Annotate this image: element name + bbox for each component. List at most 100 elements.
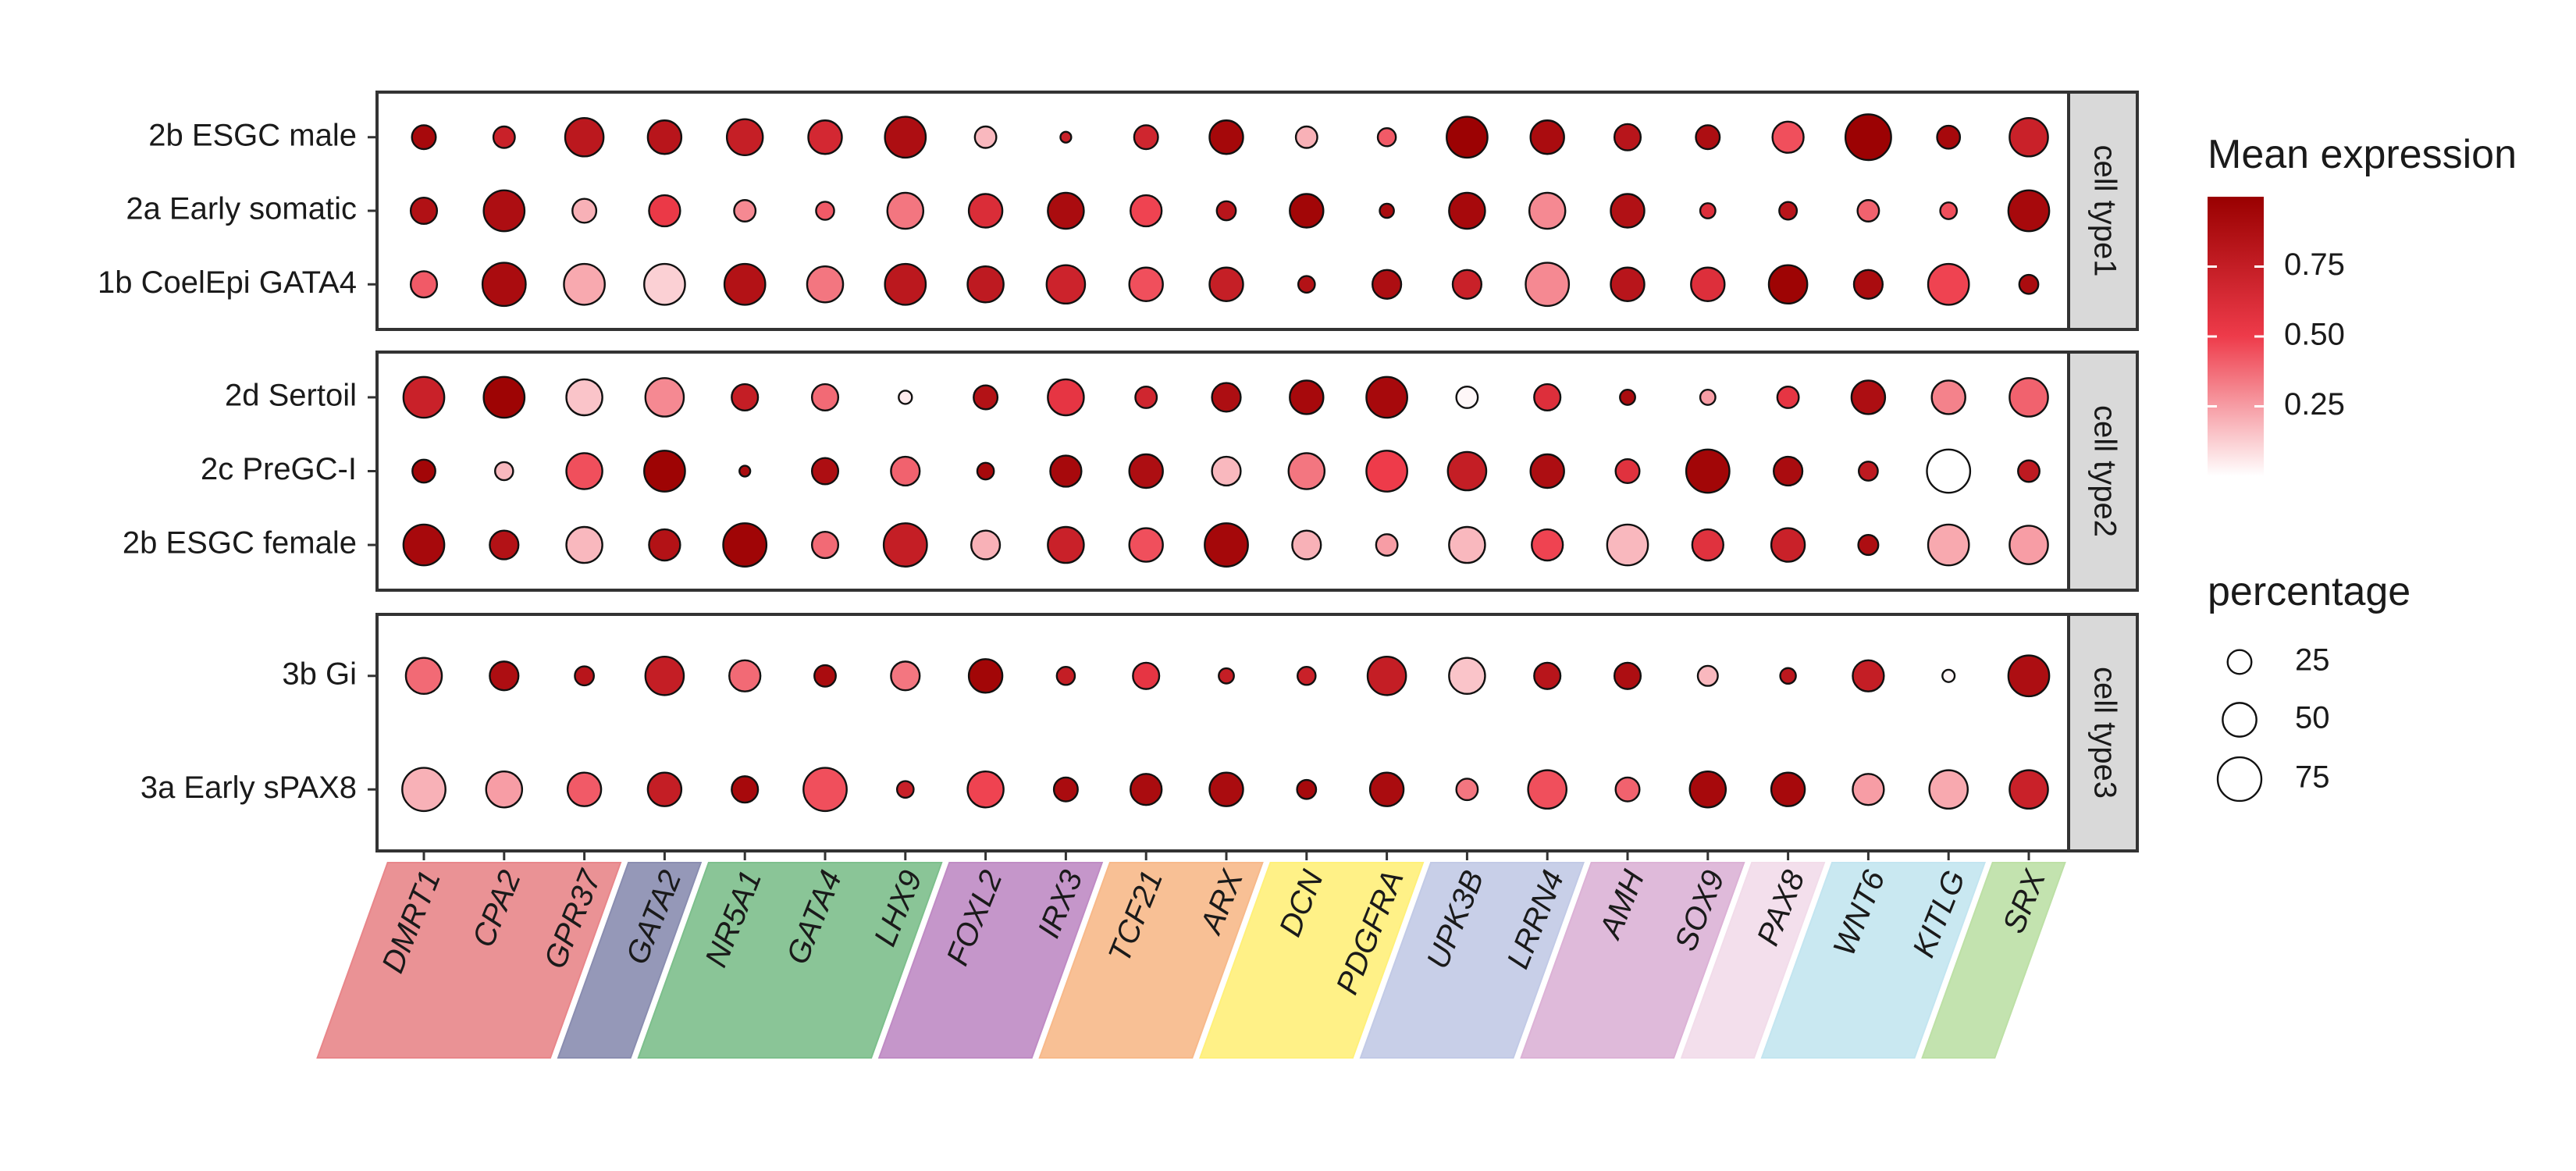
dot [1368, 771, 1405, 807]
strip-2 [2067, 351, 2139, 592]
dot [2008, 377, 2049, 418]
dot [402, 523, 446, 567]
dot [2007, 654, 2051, 698]
dot [1448, 525, 1486, 564]
dot [810, 531, 840, 560]
gene-group-band [1198, 862, 1425, 1059]
dot [1770, 527, 1806, 563]
dot [1379, 202, 1395, 219]
dot [733, 199, 757, 222]
dot [1619, 389, 1636, 406]
dot [1529, 119, 1565, 155]
dot [1927, 523, 1970, 567]
dot [815, 201, 835, 221]
dot [976, 461, 995, 481]
dot [565, 525, 603, 564]
dot [1778, 201, 1799, 221]
dot [1527, 769, 1567, 810]
size-legend-dot [2216, 756, 2263, 803]
dot [725, 118, 764, 157]
dot [1525, 262, 1571, 308]
dot [970, 529, 1002, 561]
dot [1366, 655, 1407, 696]
dot [409, 270, 439, 299]
dots [401, 113, 2051, 813]
dot [1699, 202, 1717, 219]
dot [2008, 769, 2049, 810]
dot [1941, 668, 1956, 683]
dot [1291, 529, 1322, 561]
dot [1533, 383, 1562, 412]
dot [411, 458, 436, 484]
strip-label: cell type1 [2087, 145, 2122, 277]
dot [1610, 266, 1646, 302]
dot [813, 664, 837, 688]
dot [1685, 448, 1731, 494]
dot [404, 657, 443, 696]
dot [723, 262, 767, 306]
size-legend-label: 50 [2295, 701, 2330, 735]
dot [1850, 379, 1887, 415]
gene-group-band [316, 862, 622, 1059]
size-legend-dot [2226, 649, 2253, 675]
dot [1128, 527, 1164, 563]
facet-strips: cell type1 cell type2 cell type3 [2067, 91, 2139, 852]
dot [967, 193, 1004, 229]
size-legend-label: 25 [2295, 643, 2330, 678]
row-label: 2b ESGC female [123, 526, 357, 561]
dot [1294, 125, 1318, 149]
dot [482, 376, 526, 419]
dot [1446, 450, 1488, 492]
dot [807, 119, 843, 155]
dot [401, 767, 447, 813]
row-labels: 2b ESGC male 2a Early somatic 1b CoelEpi G… [98, 118, 357, 804]
dot [1773, 455, 1804, 487]
dot [1047, 378, 1085, 417]
color-legend-label: 0.75 [2284, 247, 2345, 282]
dot [1699, 389, 1717, 406]
dot [1047, 191, 1085, 230]
dot [1852, 659, 1885, 692]
gene-group-band [637, 862, 943, 1059]
dot [1857, 534, 1880, 557]
gene-group-band [1680, 862, 1826, 1059]
dot [1128, 453, 1164, 489]
dot [1610, 193, 1646, 229]
dot [1939, 201, 1959, 220]
gene-group-band [1760, 862, 1987, 1059]
dot [1045, 264, 1087, 305]
dot [1052, 776, 1079, 803]
row-label: 3a Early sPAX8 [141, 771, 357, 805]
dot [1204, 522, 1249, 568]
dot [643, 450, 686, 493]
dot [886, 191, 925, 230]
dot [485, 770, 524, 809]
dot [1448, 657, 1486, 696]
gene-group-band [1359, 862, 1585, 1059]
dot [644, 655, 685, 696]
dot [1365, 376, 1408, 419]
dot [1771, 120, 1805, 154]
dot [648, 528, 681, 562]
gene-group-band [1038, 862, 1264, 1059]
dot [1613, 123, 1642, 151]
dot [1614, 458, 1641, 485]
dot [1211, 455, 1242, 487]
dot [1365, 450, 1408, 493]
dot [1297, 666, 1317, 686]
dot [571, 198, 598, 224]
dot [1211, 382, 1242, 413]
dot [2007, 189, 2051, 233]
gene-group-band [1921, 862, 2066, 1059]
dot [884, 262, 927, 306]
dot [1856, 199, 1880, 222]
dot [1375, 533, 1399, 557]
dot [565, 378, 603, 417]
dot [1289, 193, 1325, 229]
dot [722, 522, 768, 568]
dot [884, 116, 927, 159]
gene-group-band [1520, 862, 1745, 1059]
strip-3 [2067, 613, 2139, 852]
dot [1930, 379, 1966, 415]
